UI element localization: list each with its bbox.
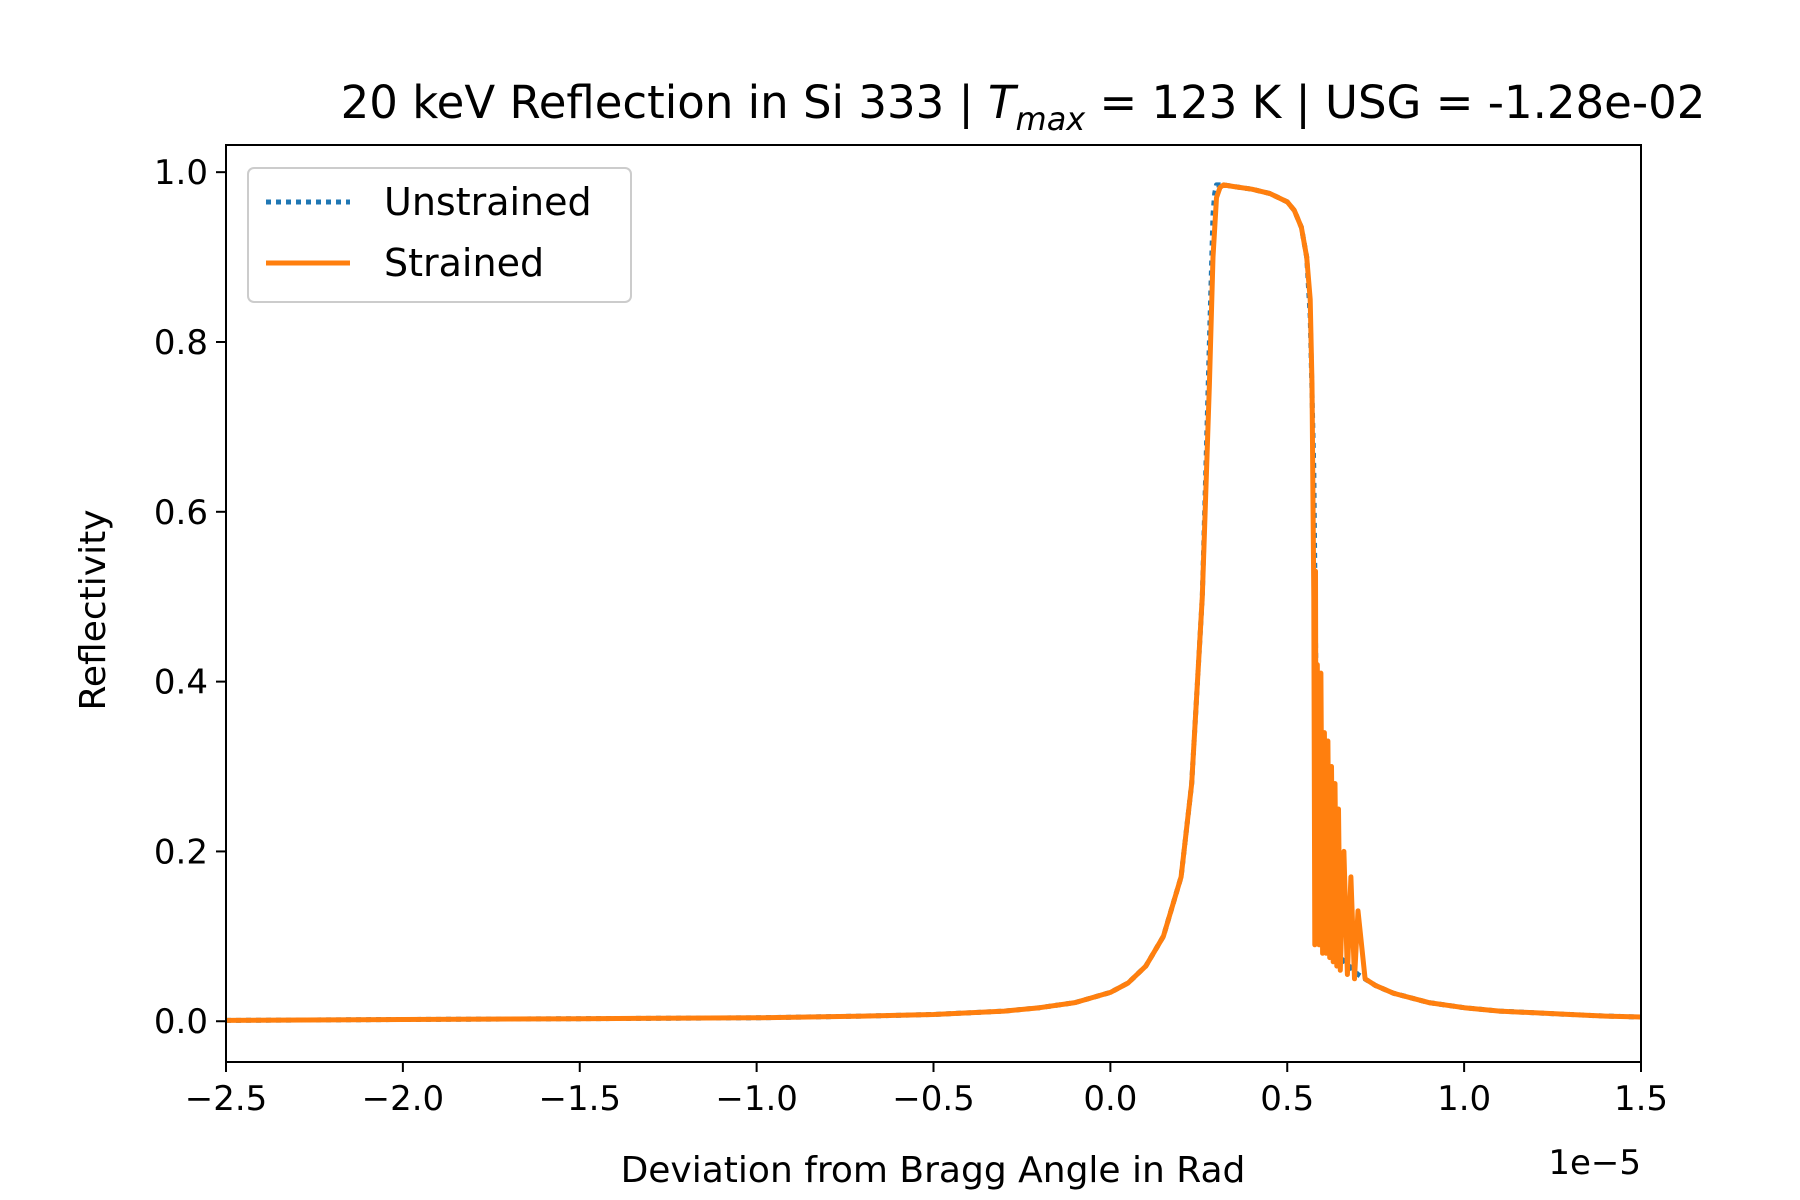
title-suffix: = 123 K | USG = -1.28e-02 xyxy=(1085,76,1705,129)
legend-box xyxy=(247,167,632,303)
series-line-strained xyxy=(225,182,1642,1023)
x-offset-label: 1e−5 xyxy=(1548,1143,1641,1183)
legend-label-strained: Strained xyxy=(384,241,544,285)
y-tick-label: 0.8 xyxy=(154,323,208,363)
title-tmax-subscript: max xyxy=(1016,100,1087,138)
chart-title: 20 keV Reflection in Si 333 | Tmax = 123… xyxy=(341,76,1706,138)
x-tick-label: 1.0 xyxy=(1437,1079,1491,1119)
x-tick-label: −0.5 xyxy=(892,1079,975,1119)
y-tick-label: 0.4 xyxy=(154,663,208,703)
y-tick-label: 0.6 xyxy=(154,493,208,533)
x-tick-label: 0.0 xyxy=(1083,1079,1137,1119)
y-axis: 0.0 0.2 0.4 0.6 0.8 1.0 xyxy=(154,153,226,1042)
title-tmax-symbol: T xyxy=(988,76,1019,129)
x-tick-label: −2.5 xyxy=(185,1079,268,1119)
legend-label-unstrained: Unstrained xyxy=(384,180,592,224)
title-prefix: 20 keV Reflection in Si 333 | xyxy=(341,76,988,129)
x-tick-label: −1.5 xyxy=(538,1079,621,1119)
x-tick-label: −1.0 xyxy=(715,1079,798,1119)
y-axis-label: Reflectivity xyxy=(73,509,114,710)
x-axis-label: Deviation from Bragg Angle in Rad xyxy=(621,1150,1246,1191)
x-axis: −2.5 −2.0 −1.5 −1.0 −0.5 0.0 0.5 1.0 1.5 xyxy=(185,1062,1668,1119)
series-layer xyxy=(225,182,1642,1023)
y-tick-label: 1.0 xyxy=(154,153,208,193)
y-tick-label: 0.2 xyxy=(154,832,208,872)
x-tick-label: 0.5 xyxy=(1260,1079,1314,1119)
x-tick-label: −2.0 xyxy=(362,1079,445,1119)
y-tick-label: 0.0 xyxy=(154,1002,208,1042)
legend: Unstrained Strained xyxy=(247,167,632,303)
x-tick-label: 1.5 xyxy=(1614,1079,1668,1119)
